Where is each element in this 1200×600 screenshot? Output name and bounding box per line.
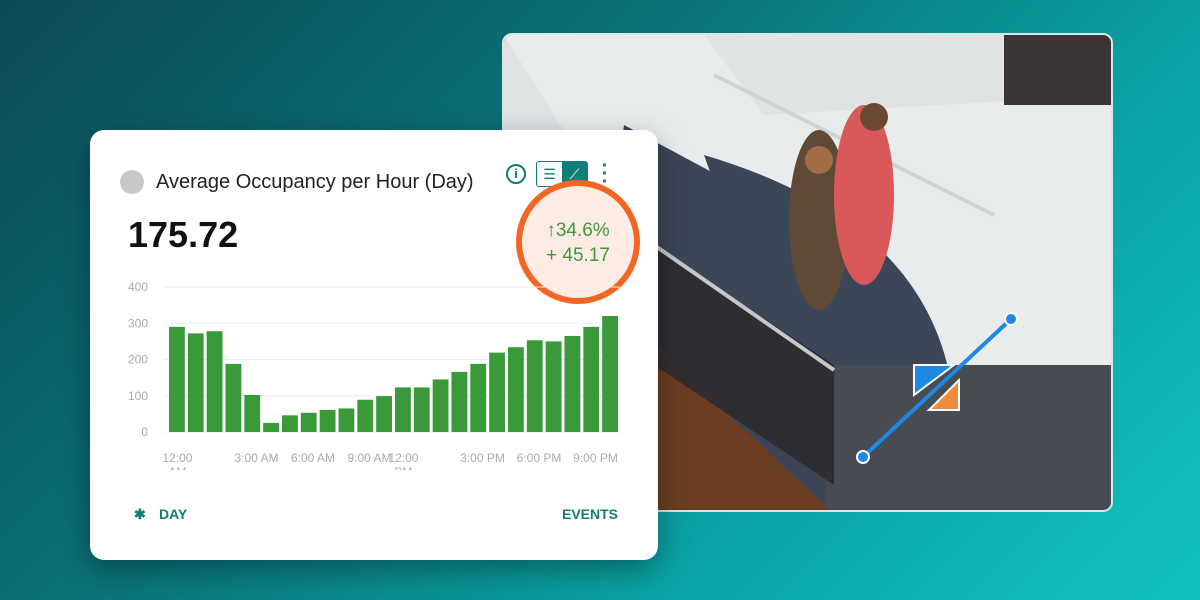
card-title: Average Occupancy per Hour (Day) (156, 171, 474, 193)
bar (225, 363, 242, 432)
day-button[interactable]: DAY (159, 506, 188, 522)
bar (602, 316, 618, 432)
y-tick-label: 300 (128, 316, 148, 330)
bar (395, 387, 411, 432)
bar (357, 399, 374, 432)
globe-icon (120, 170, 144, 194)
arrow-up-icon: ↑ (546, 220, 556, 241)
x-tick-label: 3:00 PM (460, 451, 505, 465)
bar (470, 363, 487, 432)
y-tick-label: 200 (128, 353, 148, 367)
bar (338, 408, 355, 432)
bar (187, 333, 204, 432)
line-handle-start[interactable] (856, 450, 870, 464)
y-tick-label: 0 (141, 425, 148, 439)
x-tick-label: 9:00 PM (573, 451, 618, 465)
bar (432, 379, 449, 432)
bar (564, 335, 581, 432)
change-absolute: + 45.17 (546, 245, 610, 266)
bar (545, 341, 562, 432)
bar (319, 409, 336, 432)
bar (451, 371, 468, 432)
events-button[interactable]: EVENTS (561, 506, 618, 522)
change-highlight: ↑34.6% + 45.17 (516, 180, 640, 304)
bar (206, 331, 223, 432)
change-percent: 34.6% (555, 220, 610, 241)
x-tick-label: 3:00 AM (235, 451, 279, 465)
x-tick-label: PM (394, 465, 412, 470)
x-tick-label: AM (168, 465, 186, 470)
bar (489, 352, 505, 432)
x-tick-label: 6:00 AM (291, 451, 335, 465)
metric-value: 175.72 (128, 214, 239, 255)
bar (244, 395, 261, 432)
x-tick-label: 12:00 (162, 451, 192, 465)
bar (282, 415, 298, 432)
list-view-icon[interactable]: ☰ (543, 166, 556, 182)
bar (583, 326, 600, 432)
bar (508, 347, 524, 432)
line-handle-end[interactable] (1004, 312, 1018, 326)
info-icon[interactable]: i (506, 164, 526, 184)
x-tick-label: 9:00 AM (348, 451, 392, 465)
bar (526, 340, 543, 432)
more-vertical-icon[interactable]: · · · (601, 155, 609, 193)
bar (300, 412, 317, 432)
x-tick-label: 12:00 (388, 451, 418, 465)
bar (413, 387, 430, 432)
pin-icon[interactable]: ✱ (134, 506, 146, 522)
bar (263, 422, 279, 432)
bar (169, 326, 185, 432)
x-tick-label: 6:00 PM (517, 451, 562, 465)
y-tick-label: 400 (128, 280, 148, 294)
bar (376, 396, 392, 432)
y-tick-label: 100 (128, 389, 148, 403)
occupancy-card: Average Occupancy per Hour (Day) i ☰ ⟋ ·… (90, 130, 658, 560)
counting-line[interactable] (861, 317, 1013, 459)
